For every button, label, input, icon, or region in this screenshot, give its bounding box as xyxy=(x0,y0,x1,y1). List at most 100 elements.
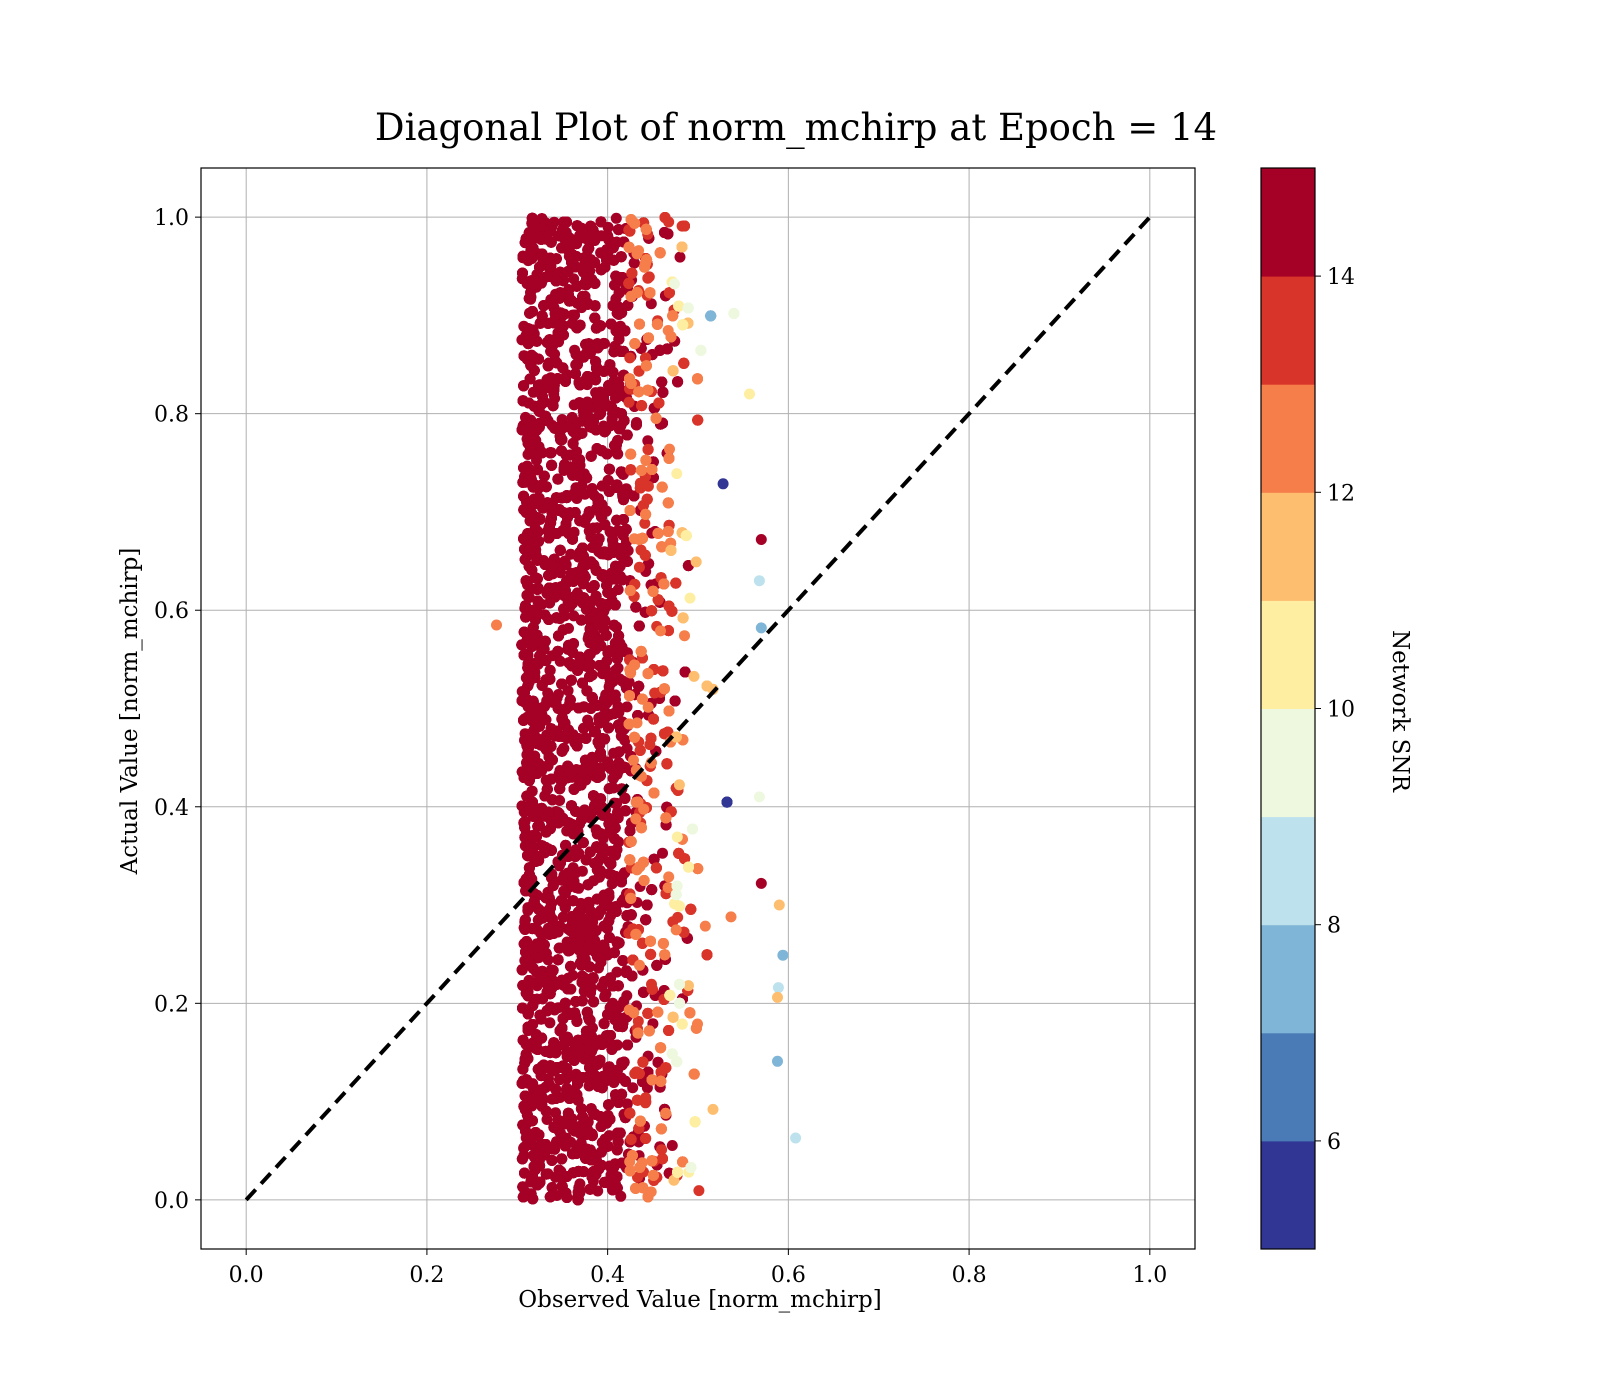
scatter-point xyxy=(598,1018,610,1030)
scatter-point xyxy=(603,1099,615,1111)
scatter-point xyxy=(621,701,633,713)
scatter-point xyxy=(554,544,566,556)
scatter-point xyxy=(519,816,531,828)
scatter-point xyxy=(577,837,589,849)
scatter-point xyxy=(646,884,658,896)
scatter-point xyxy=(567,969,579,981)
scatter-point xyxy=(615,1190,627,1202)
scatter-point xyxy=(538,470,550,482)
scatter-point xyxy=(568,399,580,411)
scatter-point xyxy=(570,359,582,371)
scatter-point xyxy=(567,895,579,907)
scatter-point xyxy=(543,559,555,571)
scatter-point xyxy=(554,655,566,667)
scatter-point xyxy=(549,422,561,434)
scatter-point xyxy=(570,368,581,380)
scatter-point xyxy=(526,241,538,252)
scatter-point xyxy=(615,251,627,263)
scatter-point xyxy=(582,879,594,891)
scatter-point xyxy=(525,360,537,371)
scatter-point xyxy=(593,1163,605,1175)
scatter-point xyxy=(520,611,532,623)
scatter-point xyxy=(559,997,571,1009)
scatter-point xyxy=(575,1103,587,1115)
scatter-point xyxy=(612,1136,624,1148)
scatter-point xyxy=(518,380,530,392)
scatter-point xyxy=(610,392,622,404)
scatter-point xyxy=(651,959,663,971)
scatter-point xyxy=(554,1074,566,1085)
scatter-point xyxy=(539,635,551,647)
scatter-point xyxy=(620,523,632,535)
scatter-point xyxy=(544,664,556,676)
scatter-point xyxy=(619,805,631,817)
scatter-point xyxy=(628,490,640,502)
scatter-point xyxy=(622,299,634,311)
scatter-point xyxy=(557,911,569,923)
scatter-point xyxy=(598,920,610,932)
scatter-point xyxy=(604,678,616,690)
scatter-point xyxy=(544,447,556,459)
scatter-point xyxy=(541,1114,553,1125)
scatter-point xyxy=(610,212,622,224)
scatter-point xyxy=(548,1037,560,1049)
scatter-point xyxy=(588,996,600,1008)
scatter-point xyxy=(554,783,566,795)
scatter-point xyxy=(588,580,600,592)
scatter-point xyxy=(631,417,642,428)
scatter-point xyxy=(582,714,594,726)
scatter-point xyxy=(517,1063,529,1075)
scatter-point xyxy=(581,1043,593,1055)
scatter-point xyxy=(573,733,585,745)
scatter-point xyxy=(565,674,577,686)
scatter-point xyxy=(556,1022,568,1034)
scatter-point xyxy=(566,800,577,812)
scatter-point xyxy=(662,228,674,240)
scatter-point xyxy=(517,267,528,279)
scatter-point xyxy=(545,773,557,785)
scatter-point xyxy=(565,960,577,972)
scatter-point xyxy=(621,1098,633,1110)
scatter-point xyxy=(545,236,557,248)
chart-title: Diagonal Plot of norm_mchirp at Epoch = … xyxy=(375,106,1217,150)
scatter-point xyxy=(516,964,528,976)
scatter-point xyxy=(640,914,652,926)
scatter-point xyxy=(567,1167,579,1179)
scatter-point xyxy=(600,629,612,641)
scatter-point xyxy=(586,1022,598,1034)
scatter-point xyxy=(612,448,624,460)
scatter-point xyxy=(606,1043,618,1055)
scatter-point xyxy=(543,569,555,581)
scatter-point xyxy=(619,792,631,804)
scatter-point xyxy=(560,1084,572,1096)
scatter-point xyxy=(551,1136,563,1148)
scatter-point xyxy=(595,1121,607,1132)
scatter-point xyxy=(579,488,591,500)
scatter-point xyxy=(608,747,620,759)
scatter-point xyxy=(621,429,633,441)
scatter-point xyxy=(563,639,575,651)
scatter-point xyxy=(531,269,543,281)
scatter-point xyxy=(608,708,620,720)
scatter-point xyxy=(521,790,533,802)
scatter-point xyxy=(605,318,617,330)
scatter-point xyxy=(561,1063,573,1074)
scatter-point xyxy=(601,949,613,961)
scatter-point xyxy=(607,366,619,378)
scatter-point xyxy=(560,703,572,715)
scatter-point xyxy=(552,473,564,485)
scatter-point xyxy=(586,669,598,681)
scatter-point xyxy=(522,1008,534,1020)
scatter-points xyxy=(491,212,802,1206)
scatter-point xyxy=(605,858,617,870)
scatter-point xyxy=(656,376,668,388)
scatter-point xyxy=(622,1039,633,1051)
scatter-point xyxy=(611,1144,623,1156)
scatter-point xyxy=(608,782,619,794)
scatter-point xyxy=(551,1190,563,1201)
scatter-point xyxy=(568,309,580,321)
scatter-point xyxy=(531,424,542,436)
scatter-point xyxy=(638,986,649,998)
grid-lines xyxy=(201,168,1195,1249)
scatter-point xyxy=(603,722,614,734)
